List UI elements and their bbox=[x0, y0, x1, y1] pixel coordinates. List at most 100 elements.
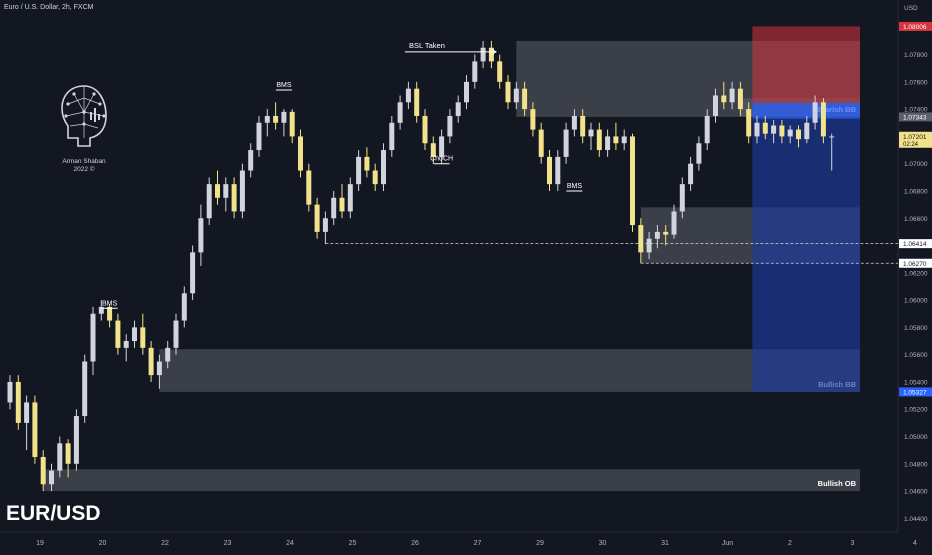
x-tick-label: 2 bbox=[788, 540, 792, 547]
candle-body bbox=[356, 156, 362, 185]
candle-body bbox=[198, 218, 204, 253]
instrument-header: Euro / U.S. Dollar, 2h, FXCM bbox=[4, 4, 94, 11]
candle-body bbox=[389, 122, 395, 151]
x-tick-label: 22 bbox=[161, 540, 169, 547]
candle-body bbox=[796, 129, 801, 140]
candle-body bbox=[414, 88, 420, 116]
candle-body bbox=[397, 102, 403, 123]
x-tick-label: Jun bbox=[722, 540, 733, 547]
price-tag bbox=[899, 21, 932, 31]
candle-body bbox=[754, 122, 760, 137]
candle-body bbox=[24, 402, 30, 423]
x-tick-label: 26 bbox=[411, 540, 419, 547]
zone-label: Bullish OB bbox=[818, 479, 857, 488]
grid-layer bbox=[0, 0, 899, 533]
candle-body bbox=[73, 416, 79, 464]
candle-body bbox=[621, 136, 627, 144]
candle-body bbox=[671, 211, 677, 235]
y-tick-label: 1.06000 bbox=[904, 298, 928, 305]
y-tick-label: 1.04800 bbox=[904, 461, 928, 468]
y-tick-label: 1.06200 bbox=[904, 270, 928, 277]
candle-body bbox=[513, 88, 519, 103]
candle-body bbox=[372, 170, 378, 185]
price-tag bbox=[899, 387, 932, 397]
dashed-levels-layer bbox=[325, 243, 898, 264]
candle-body bbox=[206, 184, 212, 219]
candle-body bbox=[40, 456, 46, 485]
candle-body bbox=[115, 320, 121, 348]
candle-body bbox=[829, 136, 835, 138]
candle-body bbox=[65, 443, 71, 464]
y-tick-label: 1.06600 bbox=[904, 216, 928, 223]
candle-body bbox=[364, 156, 370, 171]
candle-body bbox=[7, 381, 13, 403]
candle-body bbox=[596, 129, 602, 151]
candle-body bbox=[165, 347, 171, 362]
candle-body bbox=[314, 204, 320, 232]
candle-body bbox=[663, 231, 669, 235]
candle-body bbox=[298, 136, 303, 171]
candle-body bbox=[331, 197, 337, 219]
candle-body bbox=[721, 95, 727, 103]
x-tick-label: 3 bbox=[851, 540, 855, 547]
candle-body bbox=[132, 327, 137, 342]
candle-body bbox=[746, 109, 752, 137]
candle-body bbox=[339, 197, 345, 212]
arrow-head-icon bbox=[490, 48, 497, 56]
candle-body bbox=[779, 125, 785, 137]
candle-body bbox=[713, 95, 718, 116]
annotation-label: BMS bbox=[567, 183, 583, 190]
take-profit-zone bbox=[752, 118, 860, 392]
candle-body bbox=[762, 122, 768, 134]
candle-body bbox=[57, 443, 63, 471]
candle-body bbox=[812, 102, 818, 123]
candle-body bbox=[696, 143, 702, 164]
candle-body bbox=[248, 150, 254, 171]
candle-body bbox=[173, 320, 179, 348]
price-tag-label: 1.05327 bbox=[903, 389, 927, 396]
currency-label: USD bbox=[904, 5, 918, 12]
candle-body bbox=[771, 125, 777, 134]
candle-body bbox=[422, 115, 428, 144]
y-tick-label: 1.07800 bbox=[904, 52, 928, 59]
candle-body bbox=[405, 88, 411, 103]
watermark-year: 2022 © bbox=[73, 166, 95, 173]
candle-body bbox=[688, 163, 694, 185]
y-tick-label: 1.05400 bbox=[904, 379, 928, 386]
candle-body bbox=[148, 347, 154, 376]
zone-box bbox=[159, 349, 860, 392]
candle-body bbox=[90, 313, 96, 362]
x-tick-label: 24 bbox=[286, 540, 294, 547]
watermark-text: Arman Shaban 2022 © bbox=[50, 158, 118, 174]
candle-body bbox=[787, 129, 793, 137]
candle-body bbox=[156, 361, 162, 376]
price-tag-label: 1.06414 bbox=[903, 241, 927, 248]
candle-body bbox=[82, 361, 88, 417]
candle-body bbox=[439, 136, 445, 157]
candle-body bbox=[679, 184, 685, 212]
watermark-name: Arman Shaban bbox=[62, 158, 106, 165]
position-layer bbox=[752, 26, 860, 392]
annotation-label: BMS bbox=[102, 300, 118, 307]
symbol-label: EUR/USD bbox=[6, 502, 101, 525]
y-tick-label: 1.07400 bbox=[904, 107, 928, 114]
candle-body bbox=[455, 102, 461, 116]
candle-body bbox=[239, 170, 245, 212]
candle-body bbox=[638, 225, 644, 253]
y-tick-label: 1.04600 bbox=[904, 489, 928, 496]
x-tick-label: 31 bbox=[661, 540, 669, 547]
candle-body bbox=[472, 61, 478, 82]
price-tag bbox=[899, 258, 932, 268]
candle-body bbox=[273, 115, 279, 123]
candle-body bbox=[215, 184, 220, 198]
candle-body bbox=[123, 341, 129, 348]
price-tag bbox=[899, 112, 932, 122]
candle-body bbox=[49, 470, 54, 485]
candle-body bbox=[190, 252, 196, 294]
candle-body bbox=[464, 81, 469, 103]
price-tag-label: 1.07201 bbox=[903, 134, 927, 141]
zone-box bbox=[43, 469, 860, 492]
candle-body bbox=[729, 88, 735, 103]
